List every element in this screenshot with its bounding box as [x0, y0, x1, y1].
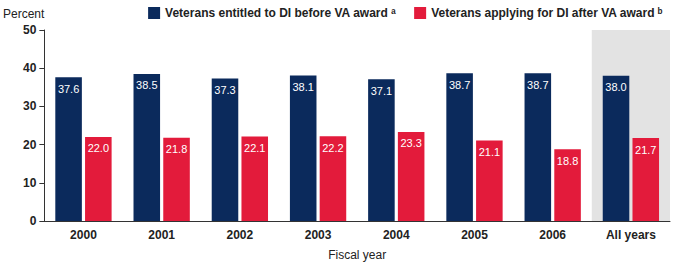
svg-text:21.1: 21.1	[479, 146, 500, 158]
svg-text:22.1: 22.1	[244, 142, 265, 154]
svg-text:All years: All years	[606, 228, 656, 242]
svg-text:37.1: 37.1	[371, 85, 392, 97]
svg-text:2003: 2003	[305, 228, 332, 242]
svg-text:Veterans applying for DI after: Veterans applying for DI after VA award …	[431, 6, 663, 20]
svg-text:30: 30	[23, 99, 37, 113]
svg-text:21.7: 21.7	[635, 144, 656, 156]
svg-text:22.0: 22.0	[88, 142, 109, 154]
svg-text:2005: 2005	[461, 228, 488, 242]
svg-text:Veterans entitled to DI before: Veterans entitled to DI before VA award …	[165, 6, 396, 20]
svg-text:37.3: 37.3	[214, 84, 235, 96]
svg-text:2004: 2004	[383, 228, 410, 242]
svg-text:23.3: 23.3	[400, 137, 421, 149]
svg-text:21.8: 21.8	[166, 143, 187, 155]
svg-text:38.7: 38.7	[527, 79, 548, 91]
svg-text:2006: 2006	[539, 228, 566, 242]
svg-text:2002: 2002	[227, 228, 254, 242]
svg-text:38.7: 38.7	[449, 79, 470, 91]
svg-text:38.0: 38.0	[605, 81, 626, 93]
svg-text:2001: 2001	[148, 228, 175, 242]
svg-text:38.5: 38.5	[136, 79, 157, 91]
svg-text:2000: 2000	[70, 228, 97, 242]
svg-text:Percent: Percent	[3, 7, 45, 21]
svg-text:10: 10	[23, 176, 37, 190]
svg-text:37.6: 37.6	[58, 83, 79, 95]
svg-text:22.2: 22.2	[322, 142, 343, 154]
svg-text:38.1: 38.1	[292, 81, 313, 93]
svg-text:40: 40	[23, 61, 37, 75]
svg-text:18.8: 18.8	[557, 155, 578, 167]
svg-text:0: 0	[30, 214, 37, 228]
svg-text:20: 20	[23, 138, 37, 152]
svg-text:50: 50	[23, 23, 37, 37]
svg-text:Fiscal year: Fiscal year	[328, 248, 386, 262]
